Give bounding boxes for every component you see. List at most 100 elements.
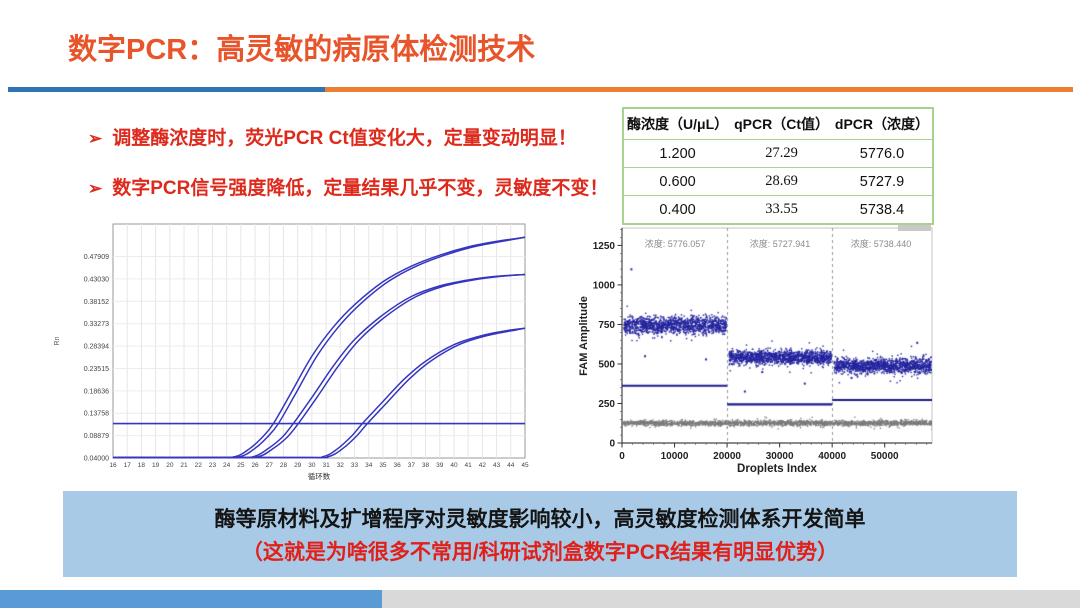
- qpcr-amplification-chart: 16 17 18 19 20 21 22 23 24 25 26 27 28 29 30 31 32 33 34 35…: [45, 218, 545, 486]
- qpcr-plot-area: [112, 223, 526, 459]
- footer-bar-gray: [382, 590, 1080, 608]
- qpcr-x-tick-label: 37: [408, 462, 416, 469]
- qpcr-chart-svg: 16 17 18 19 20 21 22 23 24 25 26 27 28 29 30 31 32 33 34 35…: [54, 223, 529, 481]
- results-table-head: 酶浓度（U/μL） qPCR（Ct值） dPCR（浓度）: [623, 108, 933, 140]
- bullet-1-text: 调整酶浓度时，荧光PCR Ct值变化大，定量变动明显！: [112, 128, 577, 149]
- qpcr-x-tick-label: 35: [379, 462, 387, 469]
- dpcr-x-tick-label: 20000: [713, 451, 741, 462]
- table-row: 1.200 27.29 5776.0: [623, 140, 933, 168]
- qpcr-y-tick-label: 0.13758: [84, 411, 109, 418]
- qpcr-x-tick-label: 31: [322, 462, 330, 469]
- qpcr-x-tick-label: 24: [223, 462, 231, 469]
- qpcr-y-tick-label: 0.04000: [84, 456, 109, 463]
- table-cell: 27.29: [765, 145, 798, 161]
- table-header-cell: qPCR（Ct值）: [734, 116, 829, 132]
- qpcr-x-tick-label: 32: [337, 462, 345, 469]
- dpcr-y-tick-label: 500: [598, 359, 615, 370]
- qpcr-x-tick-label: 40: [450, 462, 458, 469]
- table-cell: 5727.9: [859, 173, 905, 190]
- qpcr-x-tick-label: 33: [351, 462, 359, 469]
- table-cell: 5776.0: [859, 145, 905, 162]
- qpcr-x-tick-label: 18: [138, 462, 146, 469]
- dpcr-x-tick-label: 40000: [818, 451, 846, 462]
- footer-bar-blue: [0, 590, 382, 608]
- table-header-row: 酶浓度（U/μL） qPCR（Ct值） dPCR（浓度）: [623, 108, 933, 140]
- title-underline-right: [325, 87, 1073, 92]
- qpcr-x-tick-label: 21: [180, 462, 188, 469]
- table-cell: 28.69: [765, 173, 798, 189]
- table-cell: 33.55: [765, 201, 798, 217]
- qpcr-amplification-curve: [112, 273, 526, 459]
- dpcr-x-tick-label: 50000: [871, 451, 899, 462]
- dpcr-scatter-canvas: [622, 228, 932, 443]
- bullet-item-1: ➢ 调整酶浓度时，荧光PCR Ct值变化大，定量变动明显！: [88, 123, 577, 150]
- bullet-2-text: 数字PCR信号强度降低，定量结果几乎不变，灵敏度不变！: [112, 178, 609, 199]
- qpcr-x-tick-label: 29: [294, 462, 302, 469]
- qpcr-amplification-curve: [117, 236, 526, 459]
- qpcr-amplification-curve: [112, 236, 526, 459]
- table-row: 0.600 28.69 5727.9: [623, 168, 933, 196]
- dpcr-x-tick-label: 0: [619, 451, 625, 462]
- qpcr-x-tick-label: 16: [109, 462, 117, 469]
- qpcr-y-tick-label: 0.23515: [84, 366, 109, 373]
- qpcr-x-tick-label: 34: [365, 462, 373, 469]
- qpcr-x-tick-label: 27: [266, 462, 274, 469]
- bullet-arrow-icon: ➢: [88, 179, 103, 198]
- qpcr-x-tick-label: 39: [436, 462, 444, 469]
- qpcr-x-tick-label: 36: [394, 462, 402, 469]
- dpcr-y-tick-label: 1250: [593, 241, 616, 252]
- table-cell: 0.600: [659, 173, 696, 190]
- qpcr-y-tick-label: 0.18636: [84, 388, 109, 395]
- qpcr-x-axis-label: 循环数: [308, 471, 331, 481]
- qpcr-x-tick-label: 22: [195, 462, 203, 469]
- table-cell: 5738.4: [859, 201, 905, 218]
- qpcr-x-tick-label: 28: [280, 462, 288, 469]
- qpcr-x-tick-label: 44: [507, 462, 515, 469]
- qpcr-x-tick-label: 41: [465, 462, 473, 469]
- dpcr-y-tick-label: 1000: [593, 280, 616, 291]
- dpcr-y-tick-label: 750: [598, 320, 615, 331]
- page-title: 数字PCR：高灵敏的病原体检测技术: [68, 34, 536, 66]
- banner-line-1: 酶等原材料及扩增程序对灵敏度影响较小，高灵敏度检测体系开发简单: [214, 507, 866, 531]
- qpcr-y-tick-label: 0.47909: [84, 254, 109, 261]
- dpcr-droplet-chart: 0 250 500 750 1000 1250 0 10000 20000 30000 40000 5…: [575, 218, 1040, 490]
- qpcr-amplification-curve: [117, 327, 526, 459]
- table-cell: 0.400: [659, 201, 696, 218]
- table-cell: 1.200: [659, 145, 696, 162]
- banner-line-2: （这就是为啥很多不常用/科研试剂盒数字PCR结果有明显优势）: [241, 540, 839, 564]
- qpcr-x-tick-label: 43: [493, 462, 501, 469]
- qpcr-x-tick-label: 30: [308, 462, 316, 469]
- dpcr-x-tick-label: 10000: [661, 451, 689, 462]
- title-underline-left: [8, 87, 325, 92]
- dpcr-y-tick-label: 0: [609, 439, 615, 450]
- qpcr-x-tick-label: 38: [422, 462, 430, 469]
- qpcr-plot-group: 16 17 18 19 20 21 22 23 24 25 26 27 28 29 30 31 32 33 34 35…: [84, 223, 529, 469]
- qpcr-x-tick-label: 45: [521, 462, 529, 469]
- qpcr-x-tick-label: 25: [237, 462, 245, 469]
- bullet-item-2: ➢ 数字PCR信号强度降低，定量结果几乎不变，灵敏度不变！: [88, 173, 608, 200]
- qpcr-y-axis-label: Rn: [54, 336, 61, 345]
- qpcr-x-tick-label: 42: [479, 462, 487, 469]
- results-table-body: 1.200 27.29 5776.0 0.600 28.69 5727.9 0.400 33.…: [623, 140, 933, 224]
- qpcr-y-tick-label: 0.28394: [84, 344, 109, 351]
- summary-banner: 酶等原材料及扩增程序对灵敏度影响较小，高灵敏度检测体系开发简单 （这就是为啥很多…: [63, 491, 1017, 577]
- dpcr-x-tick-label: 30000: [766, 451, 794, 462]
- qpcr-x-tick-label: 19: [152, 462, 160, 469]
- table-header-cell: dPCR（浓度）: [834, 116, 930, 132]
- qpcr-y-tick-label: 0.33273: [84, 321, 109, 328]
- dpcr-x-axis-label: Droplets Index: [737, 463, 817, 475]
- results-table: 酶浓度（U/μL） qPCR（Ct值） dPCR（浓度） 1.200 27.29 577…: [622, 107, 934, 225]
- qpcr-x-tick-label: 26: [251, 462, 259, 469]
- qpcr-y-tick-label: 0.08879: [84, 433, 109, 440]
- dpcr-y-tick-label: 250: [598, 399, 615, 410]
- bullet-arrow-icon: ➢: [88, 129, 103, 148]
- qpcr-y-tick-label: 0.43030: [84, 276, 109, 283]
- qpcr-x-tick-label: 17: [124, 462, 132, 469]
- qpcr-x-tick-label: 23: [209, 462, 217, 469]
- qpcr-y-tick-label: 0.38152: [84, 299, 109, 306]
- table-header-cell: 酶浓度（U/μL）: [627, 116, 729, 132]
- qpcr-x-tick-label: 20: [166, 462, 174, 469]
- dpcr-y-axis-label: FAM Amplitude: [578, 296, 590, 376]
- qpcr-amplification-curve: [117, 273, 526, 459]
